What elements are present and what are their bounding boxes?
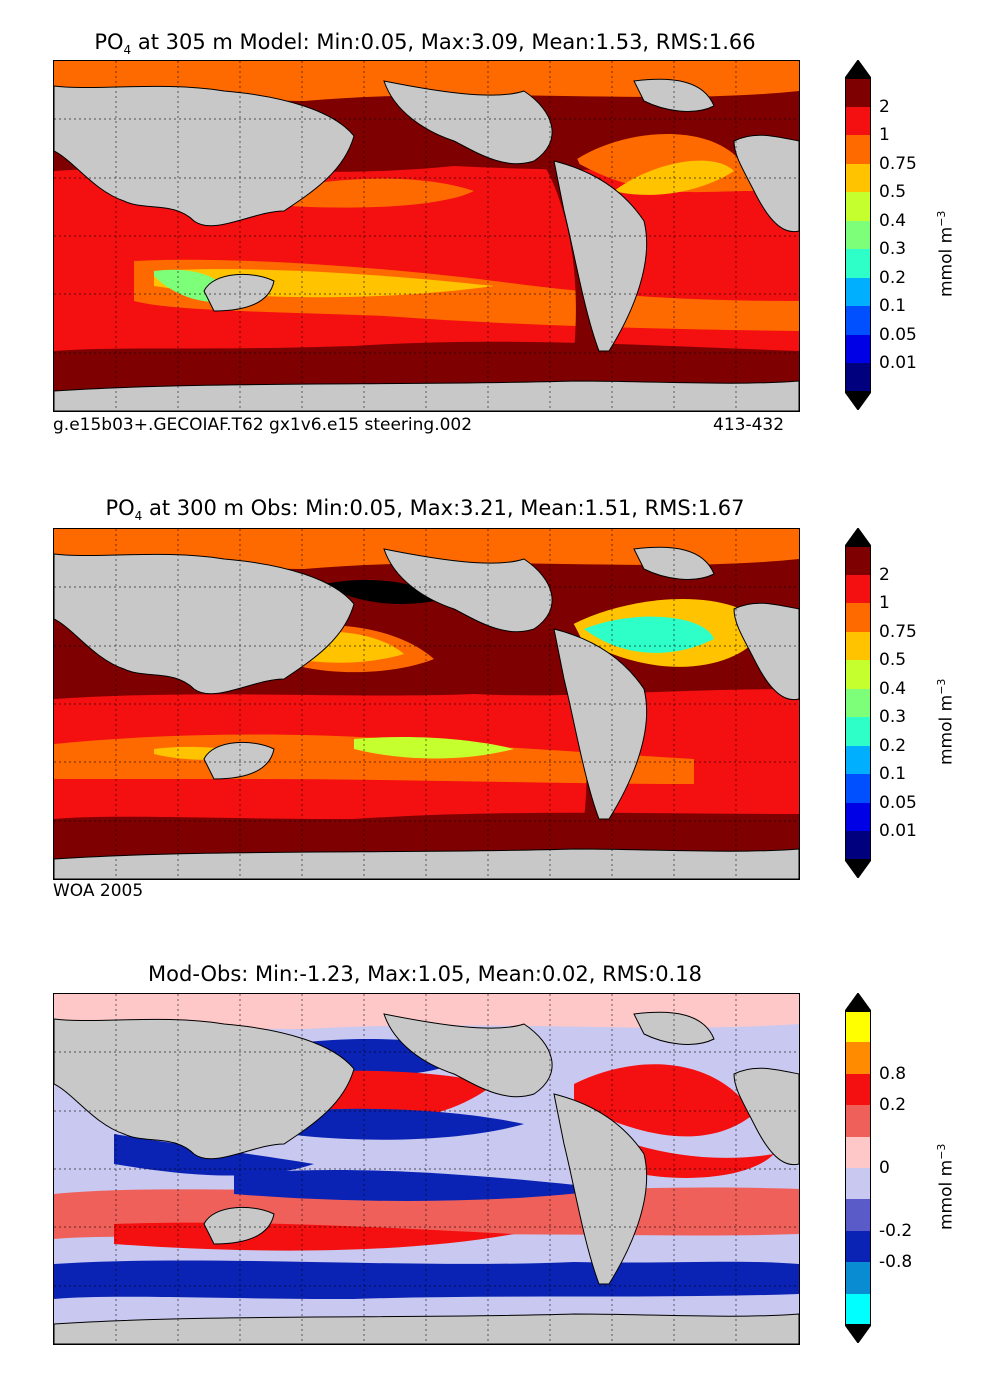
- panel-title: Mod-Obs: Min:-1.23, Max:1.05, Mean:0.02,…: [148, 962, 702, 986]
- colorbar-swatch: [845, 774, 871, 804]
- colorbar-tick-label: 0.1: [879, 296, 907, 317]
- colorbar-swatch: [845, 1168, 871, 1200]
- colorbar-tick-label: 0.4: [879, 678, 907, 699]
- colorbar: 0.8 0.2 0 -0.2 -0.8 mmol m−3: [845, 993, 957, 1343]
- colorbar-under-arrow: [845, 392, 871, 410]
- colorbar-tick-label: 0.3: [879, 707, 907, 728]
- colorbar-swatch: [845, 802, 871, 832]
- map-diff-field: [54, 994, 799, 1344]
- map-model: [53, 60, 800, 412]
- colorbar-swatch: [845, 1293, 871, 1326]
- colorbar-tick-label: 0.3: [879, 239, 907, 260]
- colorbar-under-arrow: [845, 1325, 871, 1343]
- colorbar-tick-label: 2: [879, 96, 890, 117]
- colorbar-under-arrow: [845, 860, 871, 878]
- colorbar-tick-label: 0.01: [879, 821, 917, 842]
- colorbar-tick-label: 0.5: [879, 650, 907, 671]
- colorbar-swatch: [845, 660, 871, 690]
- colorbar-swatch: [845, 78, 871, 108]
- colorbar-swatch: [845, 277, 871, 307]
- map-obs-field: [54, 529, 799, 879]
- colorbar-tick-label: 0.75: [879, 621, 917, 642]
- colorbar-tick-label: 0.05: [879, 792, 917, 813]
- panel-title: PO4 at 300 m Obs: Min:0.05, Max:3.21, Me…: [105, 496, 745, 524]
- colorbar-swatch: [845, 546, 871, 576]
- colorbar-swatch: [845, 1230, 871, 1263]
- colorbar-unit-label: mmol m−3: [935, 1143, 957, 1230]
- colorbar-swatch: [845, 1199, 871, 1232]
- colorbar-tick-label: 0.8: [879, 1063, 907, 1084]
- colorbar-tick-label: 1: [879, 125, 890, 146]
- colorbar-swatch: [845, 249, 871, 279]
- colorbar-swatch: [845, 306, 871, 336]
- colorbar-swatch: [845, 1136, 871, 1169]
- colorbar-over-arrow: [845, 528, 871, 546]
- colorbar-swatch: [845, 688, 871, 718]
- map-model-field: [54, 61, 799, 411]
- colorbar-tick-label: 0.01: [879, 353, 917, 374]
- colorbar-swatch: [845, 1042, 871, 1075]
- colorbar-swatch: [845, 363, 871, 393]
- colorbar-swatch: [845, 1105, 871, 1138]
- dataset-caption: WOA 2005: [53, 881, 144, 901]
- colorbar-tick-label: 0.4: [879, 210, 907, 231]
- colorbar-swatch: [845, 831, 871, 861]
- colorbar-unit-label: mmol m−3: [935, 678, 957, 765]
- map-diff: [53, 993, 800, 1345]
- colorbar-tick-label: 2: [879, 564, 890, 585]
- years-caption: 413-432: [713, 415, 785, 435]
- colorbar-swatch: [845, 1073, 871, 1106]
- colorbar: 2 1 0.75 0.5 0.4 0.3 0.2 0.1 0.05 0.01 mmol m−3: [845, 60, 957, 410]
- colorbar-over-arrow: [845, 60, 871, 78]
- colorbar-swatch: [845, 106, 871, 136]
- colorbar-swatch: [845, 163, 871, 193]
- run-id-caption: g.e15b03+.GECOIAF.T62 gx1v6.e15 steering…: [53, 415, 473, 435]
- colorbar-swatch: [845, 334, 871, 364]
- colorbar-tick-label: 1: [879, 593, 890, 614]
- colorbar-tick-label: 0.2: [879, 1095, 907, 1116]
- colorbar-swatch: [845, 1011, 871, 1043]
- colorbar-tick-label: -0.8: [879, 1252, 913, 1273]
- colorbar-tick-label: 0.1: [879, 764, 907, 785]
- map-obs: [53, 528, 800, 880]
- colorbar-swatch: [845, 220, 871, 250]
- panel-title: PO4 at 305 m Model: Min:0.05, Max:3.09, …: [94, 30, 756, 58]
- colorbar-swatch: [845, 1262, 871, 1295]
- colorbar-tick-label: 0.2: [879, 267, 907, 288]
- colorbar-tick-label: 0.5: [879, 182, 907, 203]
- colorbar-tick-label: 0: [879, 1158, 890, 1178]
- colorbar-swatch: [845, 717, 871, 747]
- colorbar-tick-label: 0.05: [879, 324, 917, 345]
- colorbar-swatch: [845, 745, 871, 775]
- colorbar-unit-label: mmol m−3: [935, 210, 957, 297]
- colorbar-swatch: [845, 135, 871, 165]
- colorbar-swatch: [845, 631, 871, 661]
- colorbar-tick-label: -0.2: [879, 1220, 913, 1241]
- colorbar: 2 1 0.75 0.5 0.4 0.3 0.2 0.1 0.05 0.01 mmol m−3: [845, 528, 957, 878]
- colorbar-swatch: [845, 603, 871, 633]
- colorbar-tick-label: 0.2: [879, 735, 907, 756]
- colorbar-tick-label: 0.75: [879, 153, 917, 174]
- colorbar-swatch: [845, 574, 871, 604]
- colorbar-swatch: [845, 192, 871, 222]
- colorbar-over-arrow: [845, 993, 871, 1011]
